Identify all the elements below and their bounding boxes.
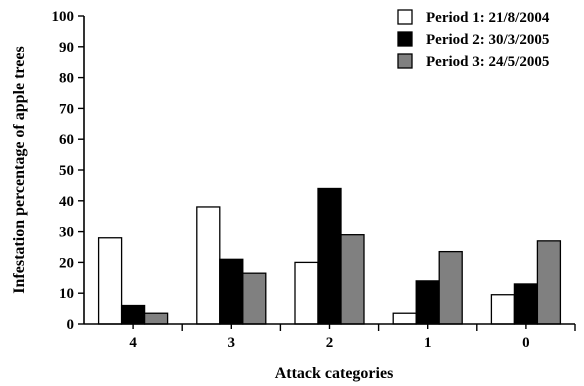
bar	[513, 283, 539, 325]
bar	[415, 280, 440, 325]
plot-area	[97, 187, 562, 325]
x-axis: 4 3 2 1 0	[84, 323, 576, 351]
x-tick-label: 2	[326, 335, 334, 351]
y-tick-label: 50	[59, 163, 74, 179]
legend-label: Period 2: 30/3/2005	[426, 32, 549, 48]
y-tick-label: 100	[52, 9, 75, 25]
x-tick-label: 1	[424, 335, 432, 351]
bar	[536, 240, 562, 325]
bar	[490, 294, 516, 325]
legend-label: Period 3: 24/5/2005	[426, 54, 549, 70]
y-tick-label: 90	[59, 40, 74, 56]
bar	[97, 237, 123, 325]
legend-label: Period 1: 21/8/2004	[426, 10, 550, 26]
y-axis-title: Infestation percentage of apple trees	[11, 46, 28, 293]
x-tick-label: 4	[129, 335, 137, 351]
legend-swatch	[397, 9, 413, 25]
bar	[219, 258, 244, 325]
bar	[242, 272, 267, 325]
y-tick-label: 10	[59, 286, 74, 302]
legend-swatch	[397, 53, 413, 69]
bar	[340, 234, 365, 325]
bar	[143, 312, 169, 325]
y-axis: 0 10 20 30 40 50 60 70 80 90 100	[52, 9, 85, 333]
y-tick-label: 20	[59, 255, 74, 271]
bar	[120, 304, 146, 325]
x-tick-label: 0	[522, 335, 530, 351]
bar	[438, 250, 463, 325]
bar	[317, 187, 342, 325]
y-tick-label: 70	[59, 101, 74, 117]
y-tick-label: 0	[67, 317, 75, 333]
y-tick-label: 80	[59, 71, 74, 87]
y-tick-label: 40	[59, 194, 74, 210]
bar	[392, 312, 417, 325]
y-tick-label: 30	[59, 225, 74, 241]
y-tick-label: 60	[59, 132, 74, 148]
bar	[196, 206, 221, 325]
bar	[294, 261, 319, 325]
x-tick-label: 3	[228, 335, 236, 351]
legend: Period 1: 21/8/2004 Period 2: 30/3/2005 Pe…	[397, 9, 550, 70]
x-axis-title: Attack categories	[275, 365, 394, 382]
legend-swatch	[397, 31, 413, 47]
